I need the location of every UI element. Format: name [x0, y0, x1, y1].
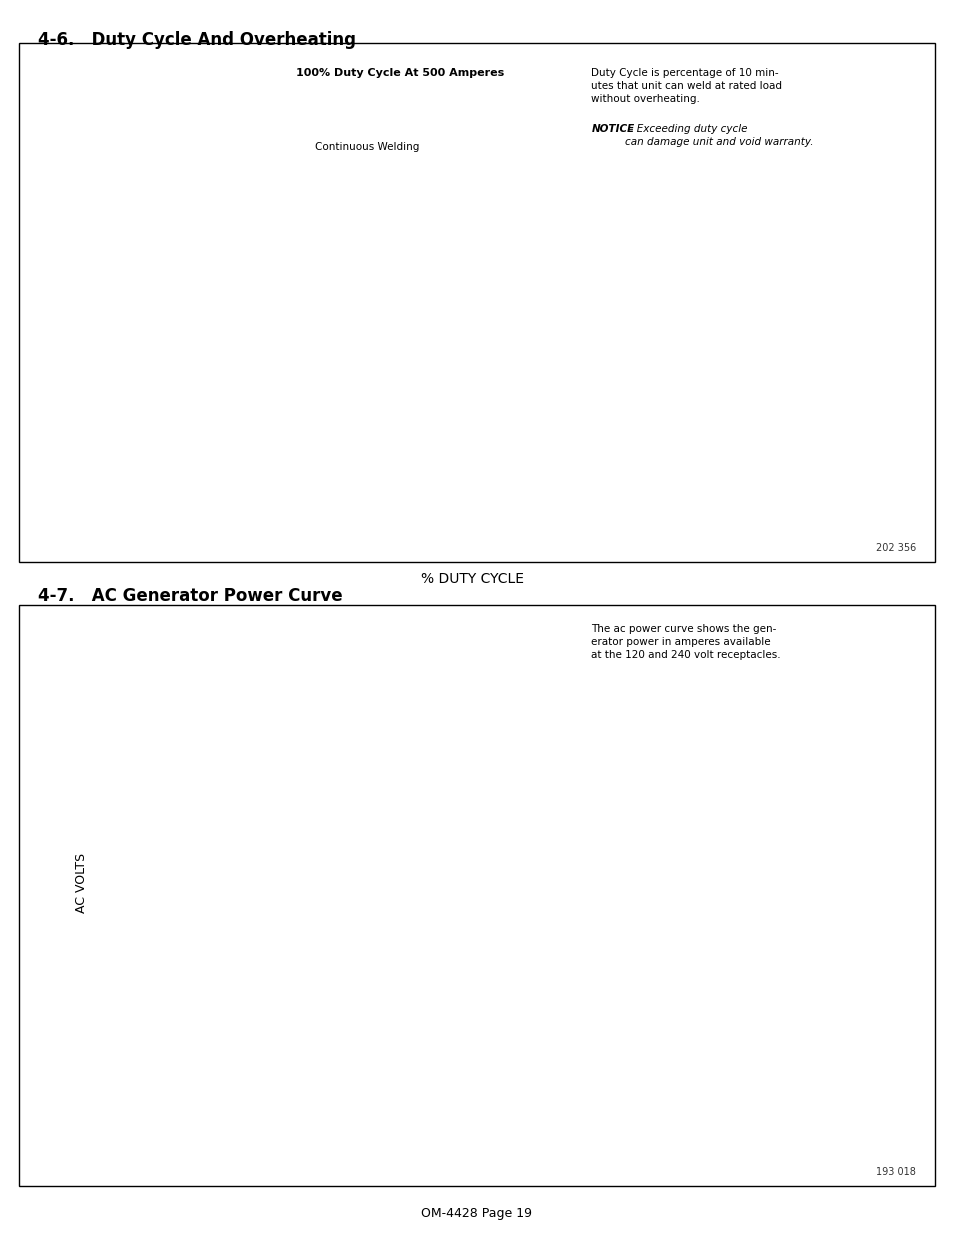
Text: The ac power curve shows the gen-
erator power in amperes available
at the 120 a: The ac power curve shows the gen- erator… [591, 624, 781, 659]
Text: AC VOLTS: AC VOLTS [74, 853, 88, 913]
Text: % DUTY CYCLE: % DUTY CYCLE [420, 572, 523, 587]
Text: – Exceeding duty cycle
can damage unit and void warranty.: – Exceeding duty cycle can damage unit a… [624, 124, 813, 147]
Text: 193 018: 193 018 [875, 1167, 915, 1177]
Text: 100% Duty Cycle At 500 Amperes: 100% Duty Cycle At 500 Amperes [295, 68, 503, 78]
Text: NOTICE: NOTICE [591, 124, 634, 133]
Text: Continuous Welding: Continuous Welding [314, 142, 418, 152]
Text: AC AMPERES IN 240V MODE: AC AMPERES IN 240V MODE [351, 1102, 526, 1115]
Text: 4-6.   Duty Cycle And Overheating: 4-6. Duty Cycle And Overheating [38, 31, 355, 49]
Text: WELD  AMPERES: WELD AMPERES [54, 290, 68, 395]
Text: 202 356: 202 356 [875, 543, 915, 553]
Text: 4-7.   AC Generator Power Curve: 4-7. AC Generator Power Curve [38, 587, 342, 605]
Text: OM-4428 Page 19: OM-4428 Page 19 [421, 1207, 532, 1220]
Text: Duty Cycle is percentage of 10 min-
utes that unit can weld at rated load
withou: Duty Cycle is percentage of 10 min- utes… [591, 68, 781, 104]
Text: AC AMPERES IN 120V MODE: AC AMPERES IN 120V MODE [351, 1161, 526, 1174]
